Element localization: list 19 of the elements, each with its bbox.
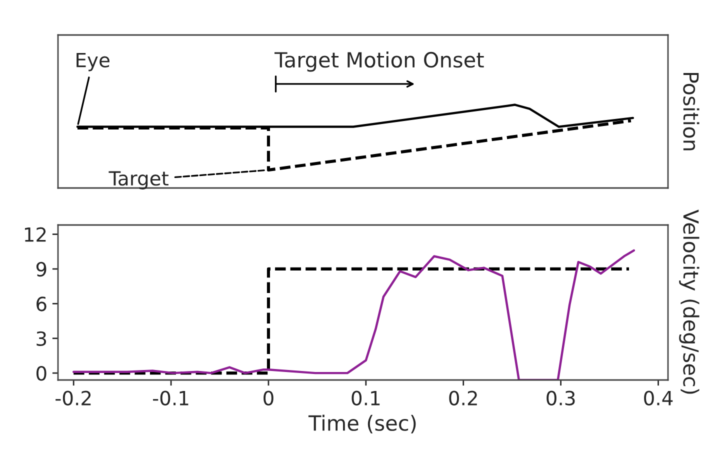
x-tick-label: 0 bbox=[264, 390, 274, 406]
y-axis-title: Velocity (deg/sec) bbox=[679, 210, 700, 394]
line-series bbox=[72, 249, 636, 380]
x-tick-label: 0.2 bbox=[449, 390, 477, 406]
y-tick-label: 9 bbox=[36, 262, 46, 277]
y-tick-label: 3 bbox=[36, 331, 46, 346]
x-tick-label: 0.4 bbox=[644, 390, 673, 406]
x-tick-label: -0.1 bbox=[153, 390, 188, 406]
y-tick-label: 0 bbox=[36, 366, 46, 381]
text: Target Motion Onset bbox=[274, 52, 484, 72]
y-tick-label: 6 bbox=[36, 296, 46, 312]
legend-label: Target bbox=[108, 171, 168, 190]
y-tick-label: 12 bbox=[24, 227, 46, 242]
x-tick-label: 0.3 bbox=[546, 390, 575, 406]
y-axis-title: Position bbox=[683, 72, 700, 150]
text: Eye bbox=[76, 52, 110, 72]
x-tick-label: 0.1 bbox=[352, 390, 380, 406]
x-tick-label: -0.2 bbox=[56, 390, 91, 406]
x-axis-title: Time (sec) bbox=[308, 414, 416, 434]
